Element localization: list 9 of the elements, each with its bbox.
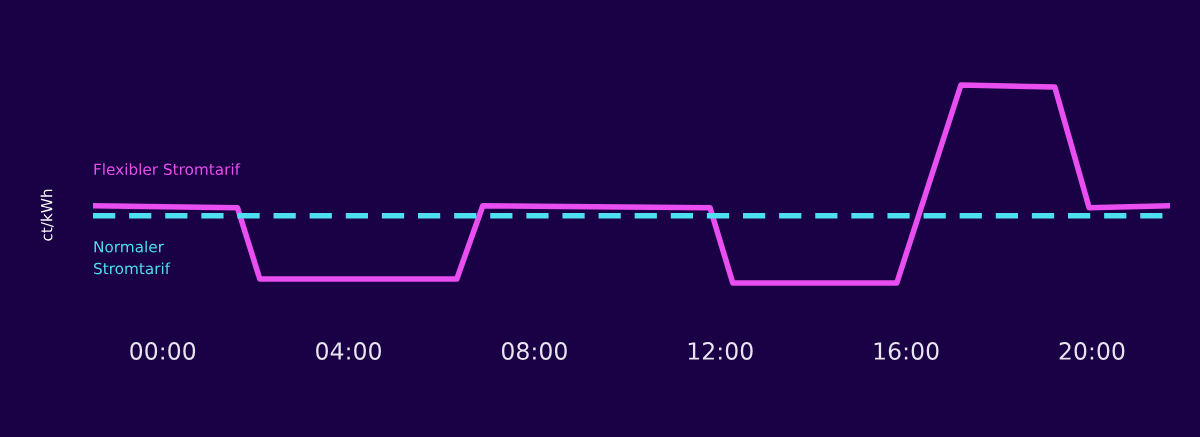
series-label: Normaler Stromtarif [94, 240, 171, 275]
y-axis-title: ct/kWh [40, 189, 54, 241]
x-tick-label: 00:00 [130, 342, 196, 360]
x-tick-label: 16:00 [874, 342, 939, 360]
x-tick-label: 20:00 [1059, 342, 1125, 360]
text: Flexibler Stromtarif [94, 163, 241, 176]
x-tick-label: 12:00 [688, 342, 753, 360]
x-tick-label: 04:00 [316, 342, 381, 360]
x-tick-label: 08:00 [501, 342, 567, 360]
